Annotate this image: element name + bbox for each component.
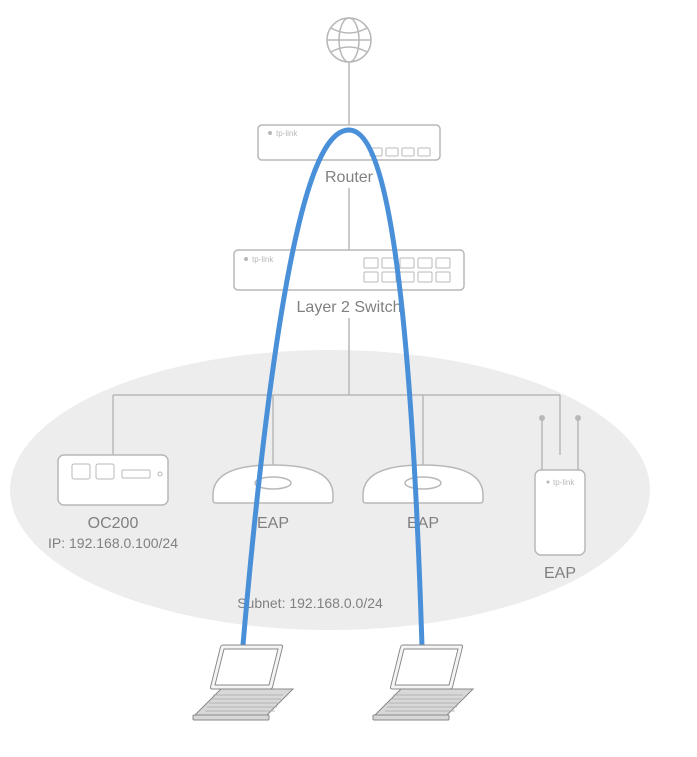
subnet-label: Subnet: 192.168.0.0/24 (237, 595, 383, 611)
oc200-ip: IP: 192.168.0.100/24 (48, 535, 178, 551)
eap1-label: EAP (257, 515, 289, 532)
router-brand: tp-link (276, 129, 298, 138)
oc200-device (58, 455, 168, 505)
globe-icon (327, 18, 371, 62)
eap3-label: EAP (544, 565, 576, 582)
laptop1-icon (193, 645, 293, 720)
switch-device: tp-link (234, 250, 464, 290)
router-label: Router (325, 169, 374, 186)
oc200-label: OC200 (88, 515, 139, 532)
laptop2-icon (373, 645, 473, 720)
switch-label: Layer 2 Switch (297, 299, 402, 316)
switch-brand: tp-link (252, 255, 274, 264)
eap1-device (213, 465, 333, 503)
eap2-device (363, 465, 483, 503)
eap2-label: EAP (407, 515, 439, 532)
eap3-brand: tp-link (553, 478, 575, 487)
